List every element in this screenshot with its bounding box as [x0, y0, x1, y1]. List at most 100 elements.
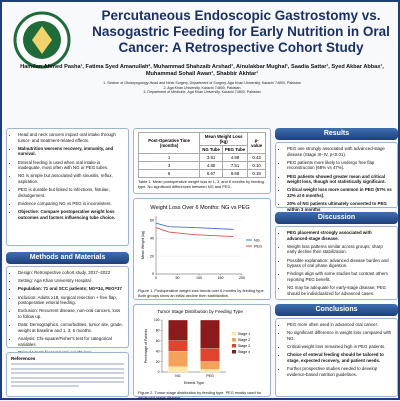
- x-axis-label: Enteral Type: [184, 381, 204, 385]
- references-heading: References: [11, 356, 36, 361]
- reference-line: [11, 367, 124, 370]
- th: NG Tube: [199, 145, 223, 154]
- y-tick-label: 40: [150, 237, 154, 241]
- results-box: PEG use strongly associated with advance…: [275, 142, 398, 212]
- bullet: Further prospective studies needed to de…: [287, 366, 393, 377]
- bullet: Evidence comparing NG vs PEG is inconsis…: [18, 201, 124, 207]
- bullet: Choice of enteral feeding should be tail…: [287, 352, 393, 363]
- results-list: PEG use strongly associated with advance…: [280, 146, 393, 212]
- x-tick-label: NG: [175, 374, 181, 378]
- x-tick-label: PEG: [206, 374, 214, 378]
- intro-box: Head and neck cancers impact oral intake…: [6, 128, 129, 246]
- caption: Figure 1. Postoperative weight loss tren…: [138, 288, 265, 298]
- y-axis-label: Percentage of Patients: [144, 329, 148, 364]
- cell: 0.43: [247, 153, 266, 162]
- th: Mean Weight Loss (kg): [199, 132, 249, 146]
- chart-title: Tumor Stage Distribution by Feeding Type: [157, 309, 243, 314]
- legend-label: Stage 4: [238, 350, 250, 354]
- legend-label: PEG: [254, 244, 262, 248]
- bullet: Inclusion: Adults ≥18, surgical resectio…: [18, 295, 124, 306]
- y-tick-label: 20: [156, 360, 160, 364]
- bullet: PEG patients more likely to undergo free…: [287, 160, 393, 171]
- conclusions-list: PEG more often used in advanced oral can…: [280, 322, 393, 377]
- caption: Table 1. Mean postoperative weight loss …: [138, 179, 264, 189]
- cell: 0.19: [247, 169, 266, 178]
- title: Percutaneous Endoscopic Gastrostomy vs. …: [92, 8, 390, 55]
- bullet: Weight loss patterns similar across grou…: [287, 244, 393, 255]
- figure-box: Weight Loss Over 6 Months: NG vs PEG Mean…: [133, 198, 271, 300]
- bullet: Data: Demographics, comorbidities, tumor…: [18, 322, 124, 333]
- bar-segment: [168, 366, 188, 373]
- bullet: Critical weight loss more common in PEG …: [287, 187, 393, 198]
- y-tick-label: 80: [156, 329, 160, 333]
- affiliations: 1. Section of Otolaryngology-Head and Ne…: [10, 81, 394, 95]
- table-row: 1 3.91 4.98 0.43: [137, 153, 266, 162]
- bullet: Analysis: Chi-square/Fisher's test for c…: [18, 336, 124, 347]
- conclusions-box: PEG more often used in advanced oral can…: [275, 318, 398, 397]
- legend-label: Stage 3: [238, 344, 250, 348]
- chart: Weight Loss Over 6 Months: NG vs PEG Mean…: [141, 205, 262, 280]
- y-tick-label: 100: [154, 318, 160, 322]
- cell: 9.68: [221, 169, 249, 178]
- bullet: Critical weight loss remained high in PE…: [287, 344, 393, 350]
- discussion-list: PEG placement strongly associated with a…: [280, 230, 393, 296]
- bar-segment: [200, 319, 220, 349]
- bar-segment: [168, 319, 188, 341]
- y-tick-label: 20: [150, 254, 154, 258]
- legend-swatch: [232, 338, 236, 342]
- section-heading: Results: [275, 128, 398, 140]
- table-row: 3 4.85 7.51 0.10: [137, 161, 266, 170]
- bullet: Setting: Aga Khan University Hospital: [18, 278, 124, 284]
- cell: 1: [137, 153, 201, 162]
- cell: 3.91: [199, 153, 223, 162]
- reference-line: [11, 376, 124, 379]
- cell: 6.67: [199, 169, 223, 178]
- y-tick-label: 0: [158, 370, 160, 374]
- bar-segment: [200, 361, 220, 370]
- bullet: 20% of NG patients ultimately converted …: [287, 201, 393, 212]
- legend-label: Stage 2: [238, 338, 250, 342]
- y-tick-label: 0: [152, 272, 154, 276]
- th: PEG Tube: [221, 145, 249, 154]
- line: [155, 227, 234, 237]
- affiliation: 2. Aga Khan University, Karachi 74800, P…: [163, 85, 241, 90]
- legend-label: NG: [254, 238, 260, 242]
- cell: 4.85: [199, 161, 223, 170]
- chart: Tumor Stage Distribution by Feeding Type…: [144, 309, 250, 385]
- bar-segment: [168, 340, 188, 352]
- bullet: PEG is durable but linked to infections,…: [18, 187, 124, 198]
- y-tick-label: 40: [156, 349, 160, 353]
- axes: [155, 216, 242, 275]
- y-tick-label: 60: [156, 339, 160, 343]
- references-box: References: [6, 352, 129, 397]
- table-row: 6 6.67 9.68 0.19: [137, 169, 266, 178]
- section-heading: Methods and Materials: [6, 252, 129, 264]
- reference-line: [11, 380, 124, 383]
- table: Post-Operative Time (months) Mean Weight …: [137, 132, 266, 178]
- intro-list: Head and neck cancers impact oral intake…: [11, 132, 124, 220]
- bullet: Exclusion: Recurrent disease, non-oral c…: [18, 308, 124, 319]
- y-tick-label: 60: [150, 219, 154, 223]
- th: p-value: [247, 132, 266, 154]
- affiliation: 1. Section of Otolaryngology-Head and Ne…: [103, 81, 301, 85]
- bullet: Possible explanation: advanced disease b…: [287, 258, 393, 269]
- x-tick-label: 150: [218, 276, 224, 280]
- bullet: NG is simple but associated with sinusit…: [18, 173, 124, 184]
- cell: 6: [137, 169, 201, 178]
- bullet: PEG placement strongly associated with a…: [287, 230, 393, 241]
- table-box: Post-Operative Time (months) Mean Weight …: [133, 128, 271, 194]
- chart-title: Weight Loss Over 6 Months: NG vs PEG: [150, 205, 249, 211]
- line: [155, 222, 234, 230]
- bar-segment: [168, 351, 188, 367]
- bar-segment: [200, 369, 220, 373]
- bullet: PEG patients showed greater mean and cri…: [287, 174, 393, 185]
- reference-line: [11, 372, 124, 375]
- authors: Hamdan Ahmed Pasha¹, Fatima Syed Amanull…: [20, 64, 384, 77]
- section-heading: Conclusions: [275, 304, 398, 316]
- bullet: Population: 71 oral SCC patients; NG=34,…: [18, 286, 124, 292]
- legend-swatch: [232, 332, 236, 336]
- x-tick-label: 100: [196, 276, 202, 280]
- cell: 0.10: [247, 161, 266, 170]
- bullet: Design: Retrospective cohort study, 2017…: [18, 270, 124, 276]
- section-heading: Discussion: [275, 212, 398, 224]
